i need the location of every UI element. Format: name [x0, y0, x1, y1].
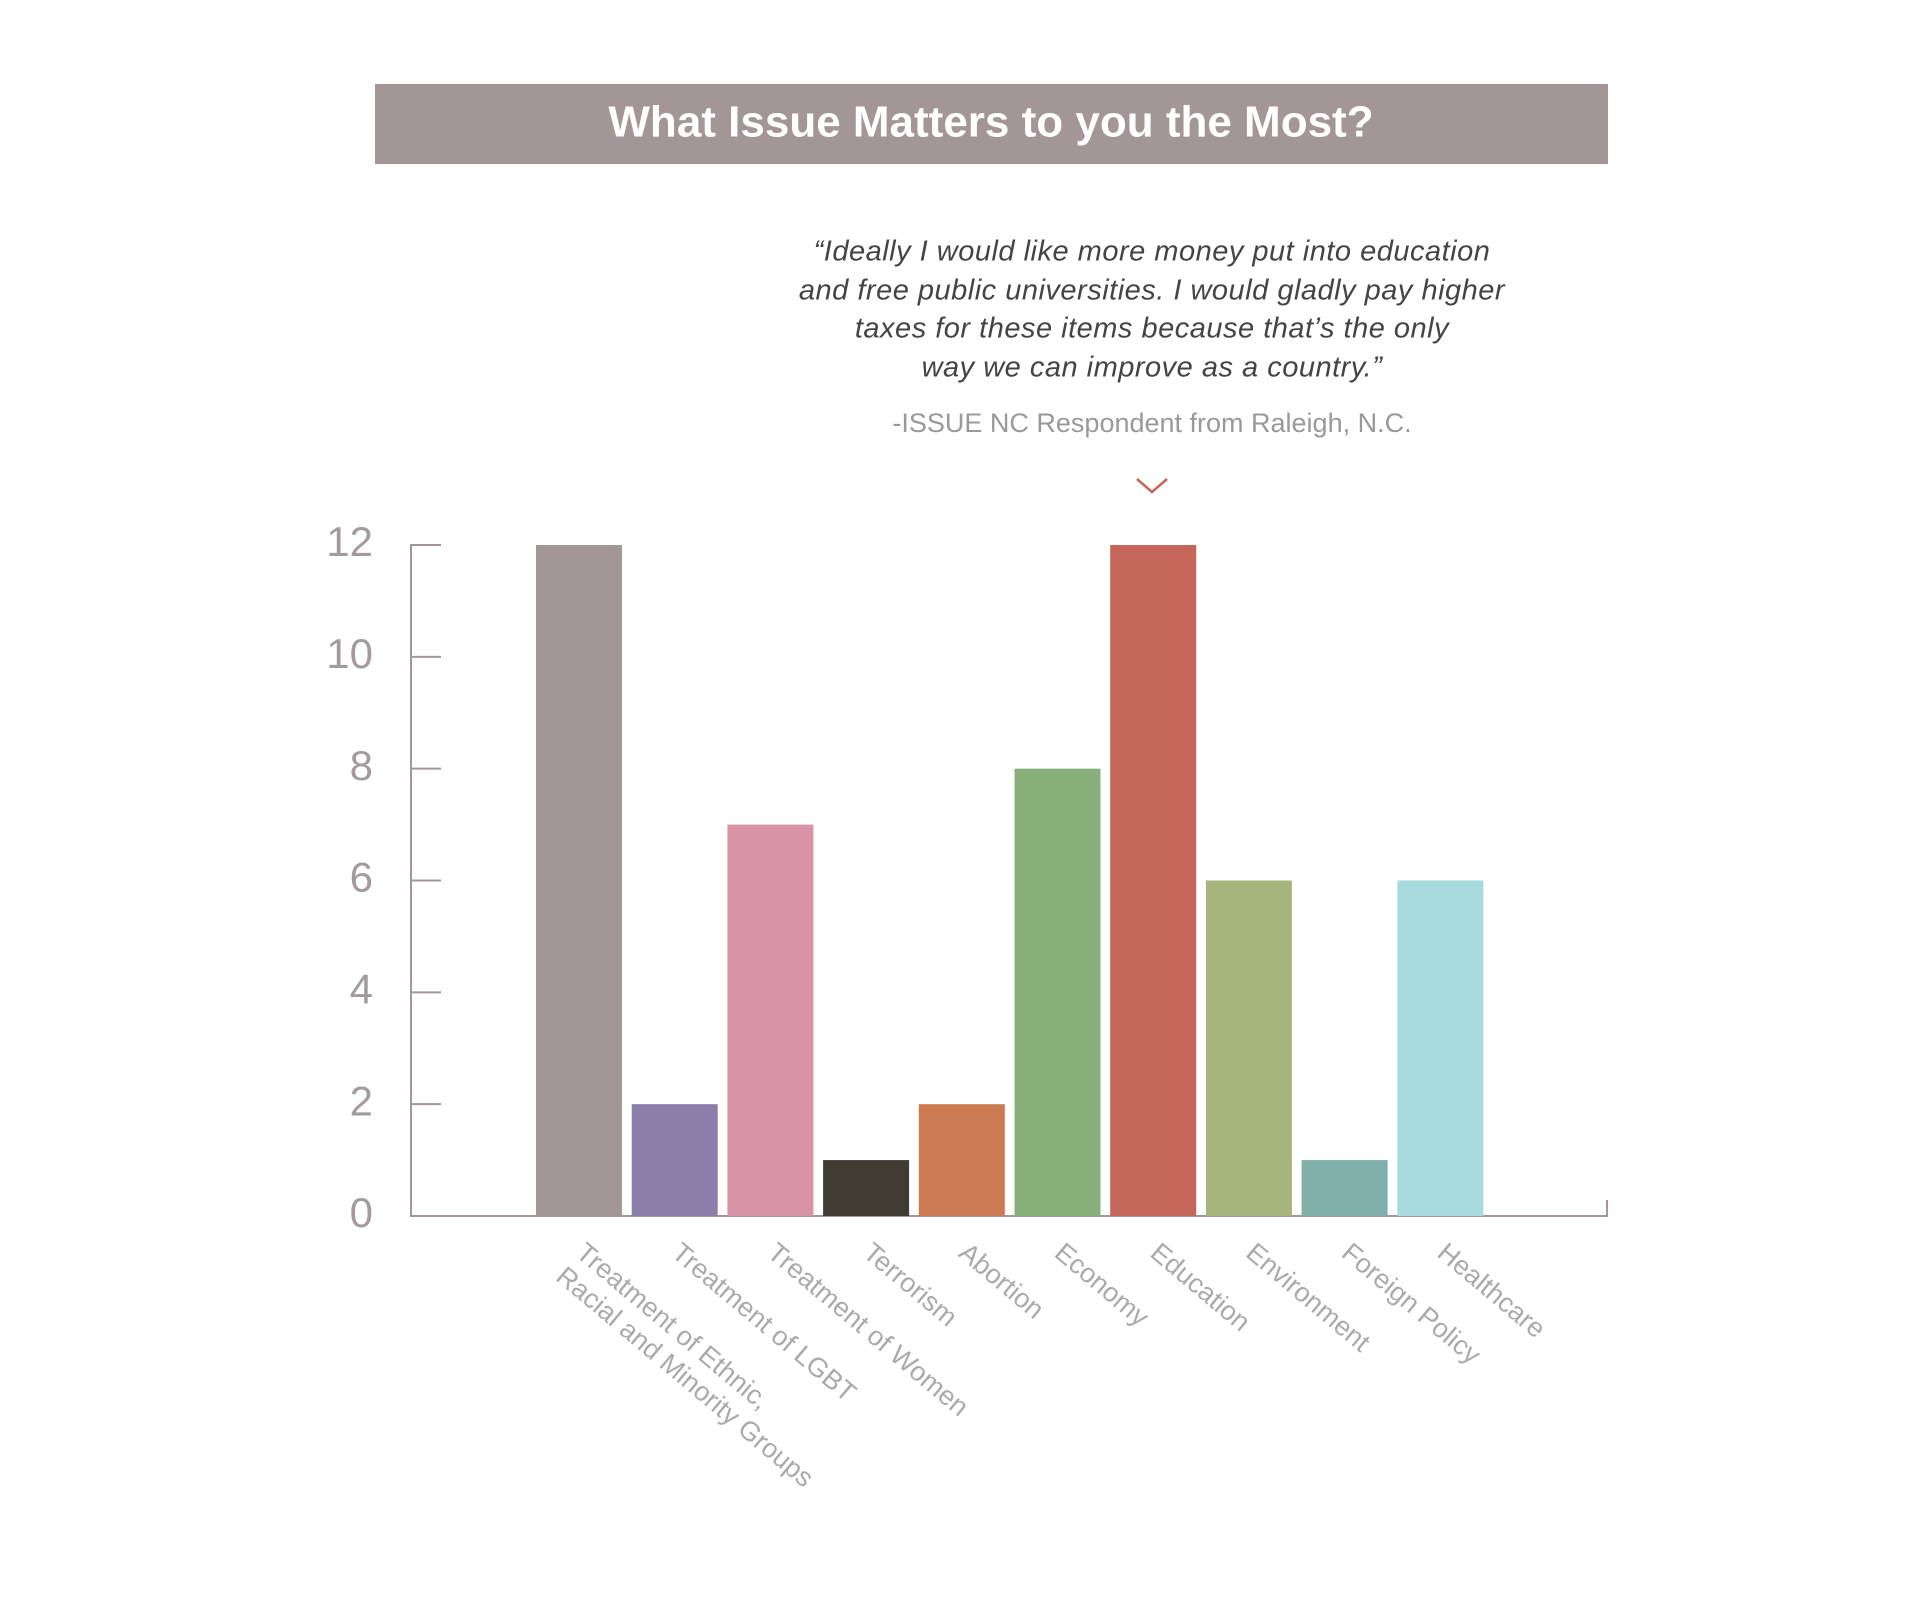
bar — [536, 545, 622, 1216]
x-tick-label-line: Racial and Minority Groups — [551, 1261, 820, 1493]
quote-line: “Ideally I would like more money put int… — [814, 236, 1491, 268]
attribution: -ISSUE NC Respondent from Raleigh, N.C. — [892, 408, 1411, 438]
bar — [918, 1104, 1005, 1216]
chart-title: What Issue Matters to you the Most? — [608, 98, 1373, 147]
y-tick-label: 12 — [326, 518, 373, 565]
bar — [823, 1160, 910, 1216]
quote-line: taxes for these items because that’s the… — [855, 313, 1450, 345]
y-tick-label: 4 — [350, 965, 373, 1012]
x-tick-label-line: Education — [1145, 1237, 1256, 1337]
x-tick-label: Economy — [1049, 1237, 1155, 1333]
title-bar — [375, 84, 1608, 164]
quote-line: and free public universities. I would gl… — [799, 275, 1506, 307]
x-tick-label: Education — [1145, 1237, 1256, 1337]
x-tick-label-line: Economy — [1049, 1237, 1155, 1333]
bar — [727, 824, 814, 1216]
x-tick-label-line: Abortion — [953, 1237, 1049, 1325]
bar — [631, 1104, 718, 1216]
x-tick-label: Abortion — [953, 1237, 1049, 1325]
y-tick-label: 6 — [350, 854, 373, 901]
y-tick-label: 2 — [350, 1077, 373, 1124]
bar — [1014, 768, 1101, 1216]
y-tick-label: 8 — [350, 742, 373, 789]
bar — [1205, 880, 1292, 1216]
quote-line: way we can improve as a country.” — [922, 352, 1384, 384]
bar — [1397, 880, 1484, 1216]
y-tick-label: 10 — [326, 630, 373, 677]
chevron — [1136, 478, 1168, 494]
y-tick-label: 0 — [350, 1189, 373, 1236]
bar — [1110, 545, 1197, 1216]
bar — [1301, 1160, 1388, 1216]
